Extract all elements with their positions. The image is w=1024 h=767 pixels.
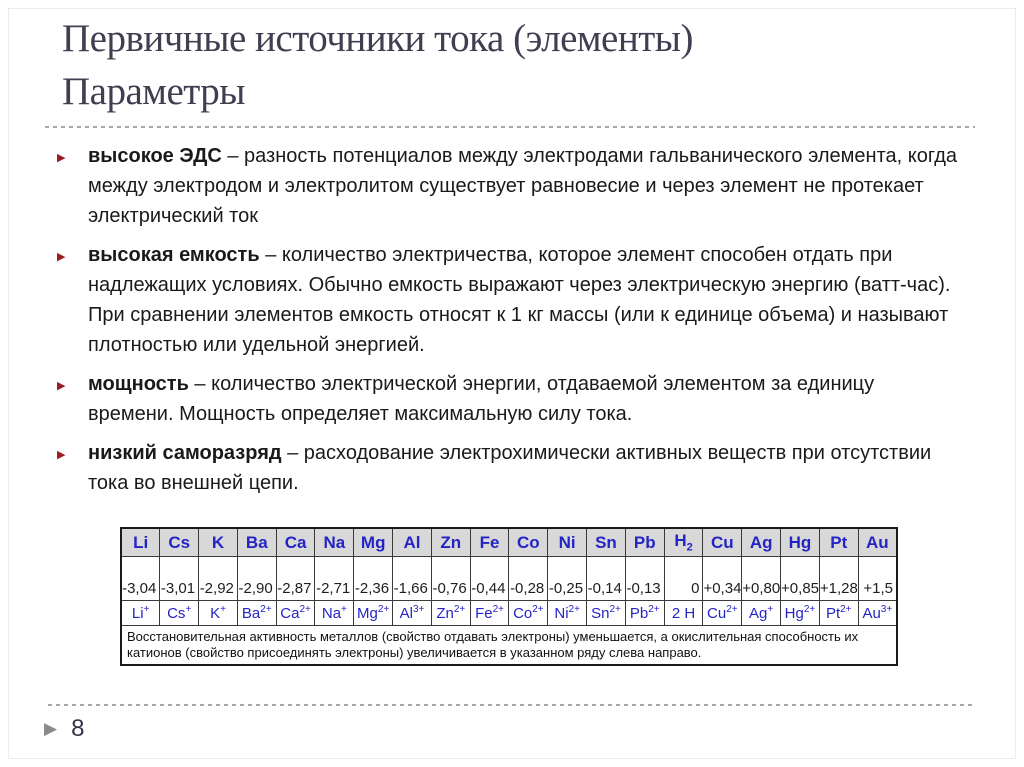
ion-cell: Ca2+ xyxy=(275,600,316,626)
potential-cell: -1,66 xyxy=(392,556,432,601)
ion-cell: Ni2+ xyxy=(547,600,588,626)
ion-cell: 2 H xyxy=(663,600,704,626)
bullet-lead: низкий саморазряд xyxy=(88,442,282,464)
potential-cell: 0 xyxy=(663,556,704,601)
ion-cell: Au3+ xyxy=(857,600,898,626)
bullet-arrow-icon: ▶ xyxy=(57,449,66,461)
title-line-1: Первичные источники тока (элементы) xyxy=(62,17,693,60)
bullet-body: – разность потенциалов между электродами… xyxy=(88,145,958,227)
element-header-cell: Ni xyxy=(547,527,588,557)
bullet-item-1: ▶ высокое ЭДС – разность потенциалов меж… xyxy=(57,141,962,231)
bullet-text: мощность – количество электрической энер… xyxy=(88,369,962,429)
bullet-text: высокая емкость – количество электричест… xyxy=(88,240,962,360)
ion-cell: Pt2+ xyxy=(818,600,859,626)
ion-cell: Pb2+ xyxy=(624,600,665,626)
ion-cell: Na+ xyxy=(314,600,355,626)
element-header-cell: Zn xyxy=(430,527,471,557)
bullet-arrow-icon: ▶ xyxy=(57,251,66,263)
ion-cell: Hg2+ xyxy=(780,600,820,626)
element-header-cell: Ag xyxy=(741,527,782,557)
bullet-text: низкий саморазряд – расходование электро… xyxy=(88,438,962,498)
bullet-body: – количество электричества, которое элем… xyxy=(88,244,951,356)
bullet-text: высокое ЭДС – разность потенциалов между… xyxy=(88,141,962,231)
footer-divider xyxy=(48,704,975,706)
element-header-cell: Cs xyxy=(159,527,200,557)
title-divider xyxy=(45,126,975,128)
potential-cell: -0,14 xyxy=(586,556,626,601)
page-footer: ▶ 8 xyxy=(44,714,84,744)
potential-cell: -0,25 xyxy=(547,556,588,601)
potential-cell: -2,92 xyxy=(198,556,238,601)
element-header-cell: Na xyxy=(314,527,355,557)
element-header-cell: Ca xyxy=(275,527,316,557)
element-header-cell: Hg xyxy=(780,527,820,557)
element-header-cell: Al xyxy=(392,527,432,557)
element-header-cell: Co xyxy=(508,527,549,557)
potential-cell: -0,13 xyxy=(624,556,665,601)
element-header-cell: Pb xyxy=(624,527,665,557)
bullet-body: – расходование электрохимически активных… xyxy=(88,442,932,494)
bullet-item-2: ▶ высокая емкость – количество электриче… xyxy=(57,240,962,360)
potential-cell: +0,85 xyxy=(780,556,820,601)
element-header-cell: Cu xyxy=(702,527,743,557)
element-header-cell: Fe xyxy=(469,527,510,557)
page-marker-icon: ▶ xyxy=(44,719,58,738)
bullet-arrow-icon: ▶ xyxy=(57,380,66,392)
bullet-lead: мощность xyxy=(88,373,189,395)
ion-row: Li+ Cs+ K+ Ba2+ Ca2+ Na+ Mg2+ Al3+ Zn2+ Fe2+ Co2+ N… xyxy=(120,600,898,626)
ion-cell: Al3+ xyxy=(392,600,432,626)
slide-title: Первичные источники тока (элементы) Парам… xyxy=(62,12,984,118)
element-symbol-row: Li Cs K Ba Ca Na Mg Al Zn Fe Co Ni Sn Pb H2 Cu Ag Hg Pt Au xyxy=(120,527,898,557)
bullet-item-4: ▶ низкий саморазряд – расходование элект… xyxy=(57,438,962,498)
potential-cell: -3,01 xyxy=(159,556,200,601)
ion-cell: Cu2+ xyxy=(702,600,743,626)
element-header-cell: Li xyxy=(120,527,161,557)
element-header-cell: H2 xyxy=(663,527,704,557)
potential-cell: -2,87 xyxy=(275,556,316,601)
bullet-arrow-icon: ▶ xyxy=(57,152,66,164)
page-number: 8 xyxy=(71,715,85,742)
element-header-cell: Ba xyxy=(236,527,277,557)
ion-cell: Co2+ xyxy=(508,600,549,626)
potential-cell: +1,28 xyxy=(818,556,859,601)
ion-cell: Fe2+ xyxy=(469,600,510,626)
ion-cell: Mg2+ xyxy=(353,600,394,626)
ion-cell: K+ xyxy=(198,600,238,626)
element-header-cell: Au xyxy=(857,527,898,557)
bullet-lead: высокое ЭДС xyxy=(88,145,222,167)
element-header-cell: Sn xyxy=(586,527,626,557)
element-header-cell: Mg xyxy=(353,527,394,557)
potential-cell: -3,04 xyxy=(120,556,161,601)
potential-row: -3,04 -3,01 -2,92 -2,90 -2,87 -2,71 -2,36 -1,66… xyxy=(120,556,898,601)
table-caption-cell: Восстановительная активность металлов (с… xyxy=(120,625,898,666)
ion-cell: Ag+ xyxy=(741,600,782,626)
potential-cell: -2,71 xyxy=(314,556,355,601)
ion-cell: Ba2+ xyxy=(236,600,277,626)
element-header-cell: K xyxy=(198,527,238,557)
potential-cell: -2,36 xyxy=(353,556,394,601)
title-line-2: Параметры xyxy=(62,70,246,113)
potential-cell: +0,80 xyxy=(741,556,782,601)
ion-cell: Li+ xyxy=(120,600,161,626)
potential-cell: -2,90 xyxy=(236,556,277,601)
bullet-body: – количество электрической энергии, отда… xyxy=(88,373,875,425)
bullet-item-3: ▶ мощность – количество электрической эн… xyxy=(57,369,962,429)
potential-cell: +0,34 xyxy=(702,556,743,601)
ion-cell: Sn2+ xyxy=(586,600,626,626)
ion-cell: Zn2+ xyxy=(430,600,471,626)
bullet-list: ▶ высокое ЭДС – разность потенциалов меж… xyxy=(57,141,962,507)
ion-cell: Cs+ xyxy=(159,600,200,626)
electrochemical-series-table: Li Cs K Ba Ca Na Mg Al Zn Fe Co Ni Sn Pb H2 Cu Ag Hg Pt Au -… xyxy=(120,527,898,666)
potential-cell: +1,5 xyxy=(857,556,898,601)
bullet-lead: высокая емкость xyxy=(88,244,260,266)
element-header-cell: Pt xyxy=(818,527,859,557)
potential-cell: -0,44 xyxy=(469,556,510,601)
potential-cell: -0,76 xyxy=(430,556,471,601)
caption-row: Восстановительная активность металлов (с… xyxy=(120,625,898,666)
potential-cell: -0,28 xyxy=(508,556,549,601)
